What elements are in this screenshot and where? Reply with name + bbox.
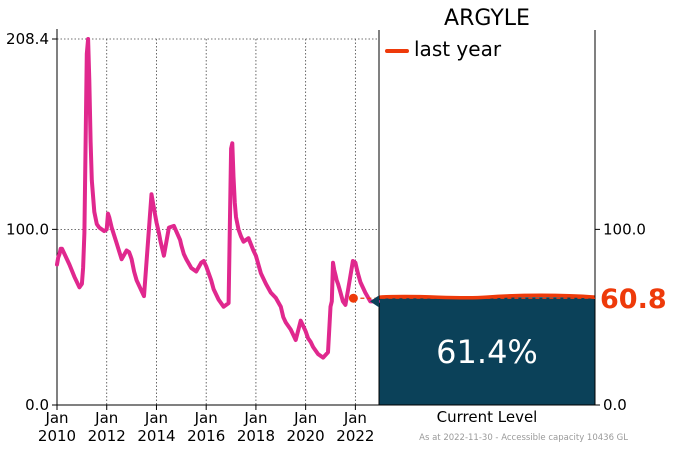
- grid: [56, 38, 379, 405]
- x-tick-label-year: 2016: [187, 427, 225, 445]
- x-tick-label-year: 2022: [336, 427, 374, 445]
- x-tick-label-month: Jan: [243, 409, 267, 427]
- x-tick-label-month: Jan: [144, 409, 168, 427]
- x-tick-label-month: Jan: [94, 409, 118, 427]
- current-level-percent: 61.4%: [436, 333, 538, 371]
- x-tick-label-year: 2014: [137, 427, 175, 445]
- x-tick-label-month: Jan: [194, 409, 218, 427]
- last-year-value-label: 60.8: [600, 284, 667, 315]
- y-axis-ticks: 0.0 100.0 208.4: [6, 30, 57, 414]
- x-tick-label-year: 2010: [38, 427, 76, 445]
- x-tick-label-year: 2018: [237, 427, 275, 445]
- last-year-marker: [348, 293, 358, 303]
- x-tick-label-year: 2012: [88, 427, 126, 445]
- footnote: As at 2022-11-30 - Accessible capacity 1…: [419, 433, 628, 443]
- storage-series-line: [55, 37, 380, 360]
- right-tick-label: 100.0: [603, 220, 646, 238]
- current-level-surface: [378, 293, 596, 300]
- y-tick-label: 0.0: [25, 396, 49, 414]
- current-level-fill: [379, 297, 595, 405]
- x-tick-label-year: 2020: [287, 427, 325, 445]
- right-tick-label: 0.0: [603, 396, 627, 414]
- y-tick-label: 208.4: [6, 30, 49, 48]
- chart-title: ARGYLE: [444, 6, 530, 31]
- y-tick-label: 100.0: [6, 220, 49, 238]
- x-tick-label-month: Jan: [44, 409, 68, 427]
- right-axis-ticks: 0.0 100.0: [595, 220, 646, 414]
- current-value-marker: [370, 295, 379, 308]
- current-level-axis-label: Current Level: [437, 408, 538, 426]
- axes: [56, 29, 596, 406]
- x-axis-ticks: Jan2010Jan2012Jan2014Jan2016Jan2018Jan20…: [38, 405, 374, 445]
- x-tick-label-month: Jan: [293, 409, 317, 427]
- x-tick-label-month: Jan: [343, 409, 367, 427]
- legend-label: last year: [414, 37, 502, 61]
